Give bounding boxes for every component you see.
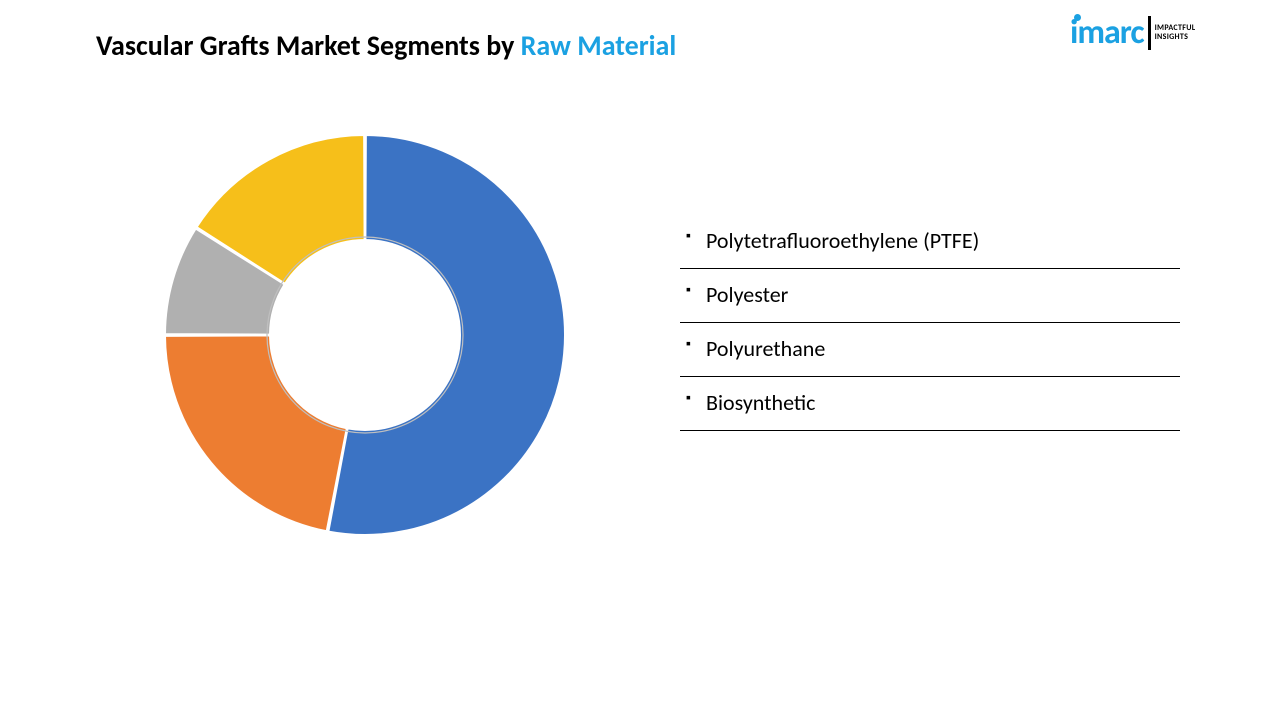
- page-title: Vascular Grafts Market Segments by Raw M…: [96, 28, 676, 63]
- legend-label: Polyurethane: [706, 335, 825, 362]
- title-prefix: Vascular Grafts Market Segments by: [96, 28, 521, 63]
- legend-item-polyester: Polyester: [680, 269, 1180, 323]
- logo-dot-icon: [1074, 14, 1081, 21]
- legend-label: Polytetrafluoroethylene (PTFE): [706, 227, 979, 254]
- donut-hole: [271, 241, 459, 429]
- logo-text: imarc: [1070, 12, 1144, 53]
- legend-item-biosynthetic: Biosynthetic: [680, 377, 1180, 431]
- legend: Polytetrafluoroethylene (PTFE) Polyester…: [680, 215, 1180, 431]
- donut-svg: [155, 125, 575, 545]
- legend-label: Polyester: [706, 281, 788, 308]
- legend-item-ptfe: Polytetrafluoroethylene (PTFE): [680, 215, 1180, 269]
- logo-tag-l2: INSIGHTS: [1155, 32, 1189, 42]
- legend-label: Biosynthetic: [706, 389, 815, 416]
- title-accent: Raw Material: [521, 28, 677, 63]
- logo-divider: [1148, 16, 1151, 50]
- donut-chart: [155, 125, 575, 545]
- page-root: Vascular Grafts Market Segments by Raw M…: [0, 0, 1280, 720]
- logo-tagline: IMPACTFULINSIGHTS: [1155, 24, 1196, 42]
- brand-logo: imarc IMPACTFULINSIGHTS: [1070, 12, 1250, 60]
- legend-item-polyurethane: Polyurethane: [680, 323, 1180, 377]
